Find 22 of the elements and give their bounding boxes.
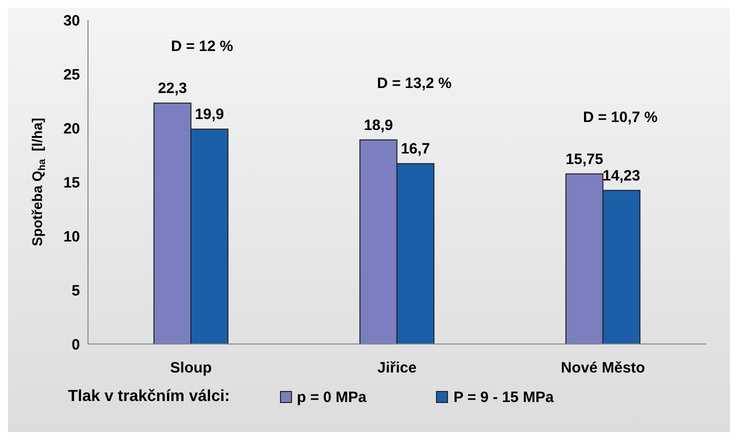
annotation: D = 13,2 %	[377, 74, 452, 92]
text: 14,23	[602, 167, 640, 184]
y-tick-label: 30	[63, 12, 80, 30]
y-tick-label: 15	[63, 174, 80, 192]
text: 22,3	[158, 80, 188, 98]
legend-label: P = 9 - 15 MPa	[452, 388, 554, 406]
annotation: D = 10,7 %	[583, 108, 658, 126]
y-tick-label: 5	[72, 282, 80, 300]
y-tick-label: 0	[72, 336, 80, 354]
y-tick-label: 25	[63, 66, 80, 84]
x-tick-label: Sloup	[170, 360, 212, 377]
text: 19,9	[194, 106, 224, 124]
text: 15,75	[566, 150, 604, 168]
annotation: D = 12 %	[171, 38, 234, 56]
x-tick-label: Jiřice	[377, 360, 417, 377]
legend-title: Tlak v trakčním válci:	[68, 388, 230, 406]
y-tick-label: 20	[63, 120, 80, 138]
legend-label: p = 0 MPa	[296, 388, 366, 406]
x-tick-label: Nové Město	[560, 360, 646, 377]
y-tick-label: 10	[63, 228, 80, 246]
text: 16,7	[400, 140, 430, 158]
text: 18,9	[364, 116, 394, 134]
